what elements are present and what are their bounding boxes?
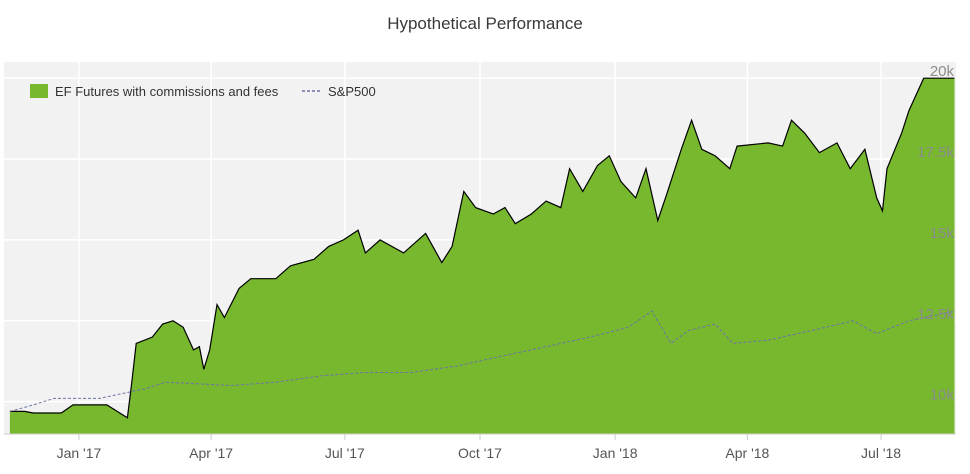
legend-swatch-fund[interactable] (30, 84, 48, 98)
x-tick-label: Oct '17 (458, 445, 502, 461)
y-tick-label: 10k (930, 387, 955, 404)
x-tick-label: Jul '17 (325, 445, 365, 461)
series-layer (9, 77, 955, 434)
legend-label-benchmark[interactable]: S&P500 (328, 84, 376, 99)
y-tick-label: 20k (930, 63, 955, 80)
y-tick-label: 12.5k (917, 306, 954, 323)
legend[interactable]: EF Futures with commissions and fees S&P… (30, 84, 376, 99)
x-tick-label: Jul '18 (861, 445, 901, 461)
x-tick-label: Apr '17 (189, 445, 233, 461)
series-line-fund[interactable] (9, 77, 955, 419)
chart-title: Hypothetical Performance (387, 14, 583, 33)
legend-label-fund[interactable]: EF Futures with commissions and fees (55, 84, 279, 99)
y-axis: 10k 12.5k 15k 17.5k 20k (917, 63, 954, 403)
x-tick-label: Jan '17 (57, 445, 102, 461)
x-tick-label: Apr '18 (725, 445, 769, 461)
y-tick-label: 15k (930, 225, 955, 242)
x-axis: Jan '17 Apr '17 Jul '17 Oct '17 Jan '18 Apr '… (4, 433, 956, 461)
series-area-fund[interactable] (9, 78, 955, 434)
series-line-benchmark[interactable] (9, 310, 955, 412)
y-tick-label: 17.5k (917, 144, 954, 161)
x-tick-label: Jan '18 (593, 445, 638, 461)
